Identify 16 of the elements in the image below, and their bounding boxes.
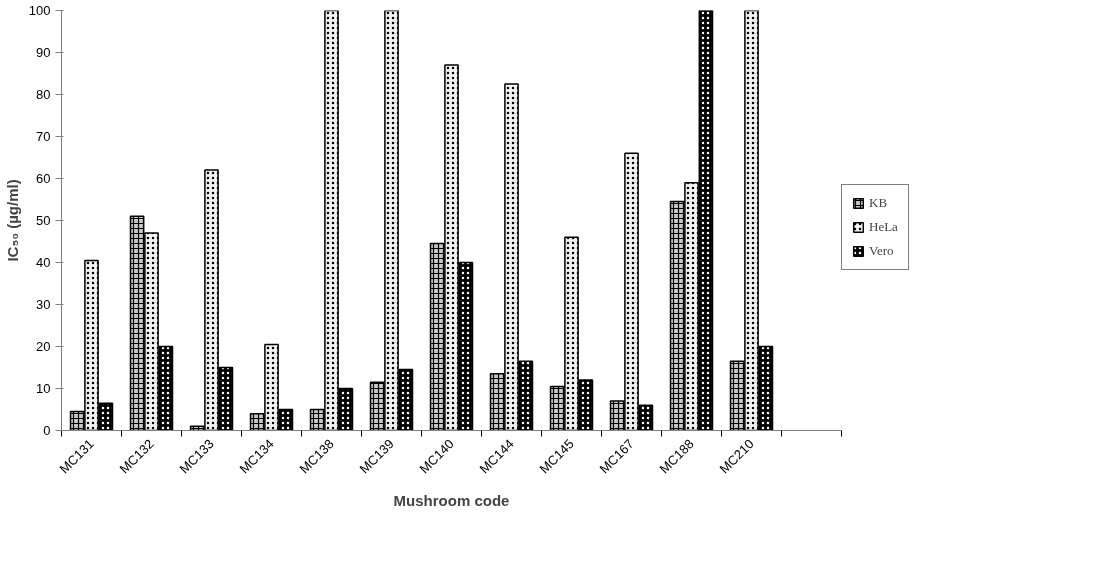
y-axis-title: IC₅₀ (µg/ml) (3, 179, 21, 262)
y-tick-label: 20 (36, 339, 51, 354)
legend-label: Vero (869, 243, 894, 259)
legend-label: KB (869, 195, 889, 211)
y-tick-label: 30 (36, 297, 51, 312)
y-tick-label: 70 (36, 129, 51, 144)
y-tick-label: 0 (43, 423, 51, 438)
y-tick-label: 100 (28, 3, 51, 18)
y-tick-label: 50 (36, 213, 51, 228)
legend-label: HeLa (869, 219, 898, 235)
y-tick-label: 80 (36, 87, 51, 102)
y-tick-label: 40 (36, 255, 51, 270)
y-tick-label: 10 (36, 381, 51, 396)
y-tick-label: 90 (36, 45, 51, 60)
y-tick-label: 60 (36, 171, 51, 186)
x-axis-title: Mushroom code (393, 491, 510, 509)
